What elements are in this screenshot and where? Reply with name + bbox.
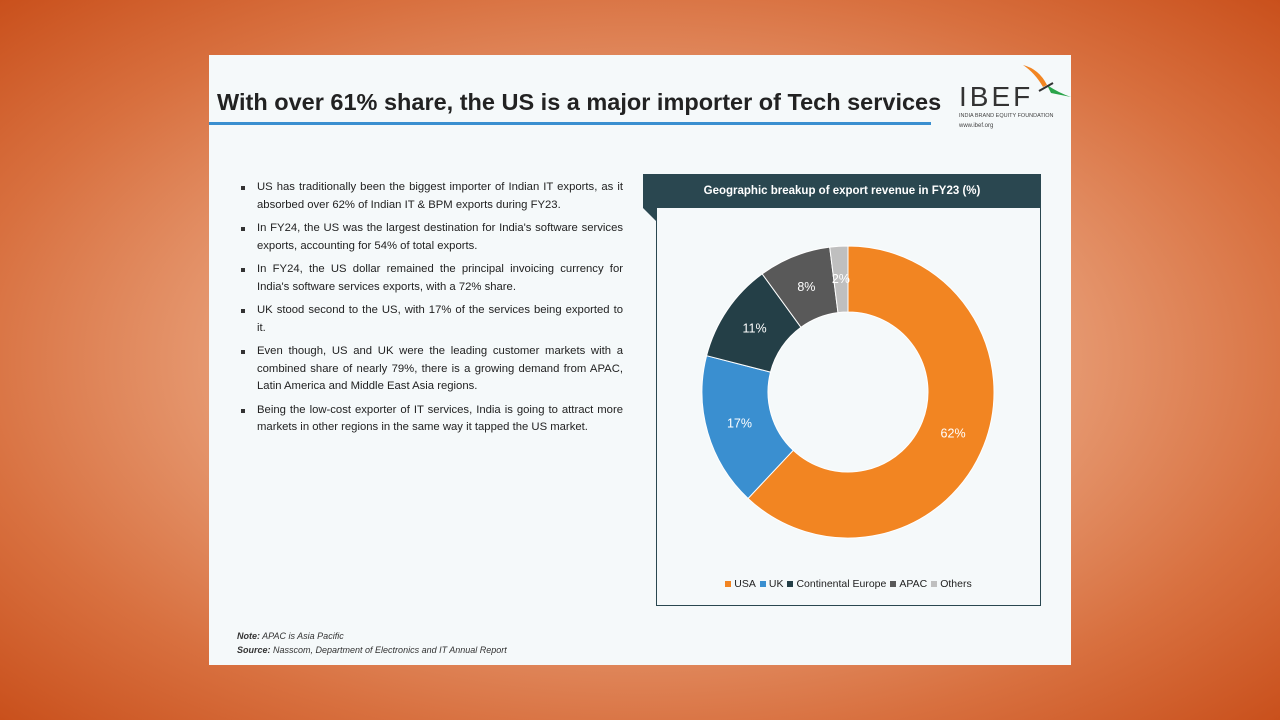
bullet-item: Even though, US and UK were the leading … [239, 343, 623, 396]
header-notch [643, 208, 657, 222]
legend-swatch [890, 581, 897, 587]
source-label: Source: [237, 645, 271, 655]
legend-item: USA [725, 578, 756, 590]
chart-legend: USA UK Continental Europe APAC Others [657, 578, 1040, 590]
legend-label: APAC [899, 578, 928, 590]
logo-url: www.ibef.org [959, 123, 994, 129]
data-label: 62% [941, 427, 966, 441]
chart-title: Geographic breakup of export revenue in … [643, 174, 1041, 208]
slice-others [829, 245, 849, 314]
legend-swatch [759, 581, 766, 587]
page-title: With over 61% share, the US is a major i… [217, 89, 942, 115]
data-label: 11% [742, 321, 766, 335]
bullet-list: US has traditionally been the biggest im… [239, 179, 623, 443]
source-text: Nasscom, Department of Electronics and I… [270, 645, 507, 655]
ibef-logo: IBEF INDIA BRAND EQUITY FOUNDATION www.i… [959, 63, 1071, 133]
legend-label: Continental Europe [796, 578, 887, 590]
title-divider [209, 122, 931, 125]
legend-label: Others [940, 578, 972, 590]
legend-swatch [725, 581, 732, 587]
data-label: 17% [727, 417, 752, 431]
legend-item: APAC [890, 578, 927, 590]
data-label: 2% [832, 272, 850, 286]
bullet-item: In FY24, the US was the largest destinat… [239, 220, 623, 255]
logo-subtitle: INDIA BRAND EQUITY FOUNDATION [959, 113, 1054, 119]
logo-wordmark: IBEF [959, 81, 1034, 112]
donut-chart: 62% 17% 11% 8% 2% [701, 245, 995, 539]
slice-usa [747, 245, 995, 539]
legend-swatch [787, 581, 794, 587]
legend-label: UK [768, 578, 784, 590]
footnote: Note: APAC is Asia Pacific Source: Nassc… [237, 629, 507, 657]
data-label: 8% [797, 280, 815, 294]
bullet-item: US has traditionally been the biggest im… [239, 179, 623, 214]
note-text: APAC is Asia Pacific [260, 631, 344, 641]
bullet-item: UK stood second to the US, with 17% of t… [239, 302, 623, 337]
legend-item: Others [931, 578, 972, 590]
note-label: Note: [237, 631, 260, 641]
slide: With over 61% share, the US is a major i… [209, 55, 1071, 665]
bullet-item: In FY24, the US dollar remained the prin… [239, 261, 623, 296]
legend-item: Continental Europe [787, 578, 886, 590]
chart-panel: 62% 17% 11% 8% 2% USA UK Continental Europe APA… [656, 208, 1041, 606]
legend-label: USA [734, 578, 756, 590]
bullet-item: Being the low-cost exporter of IT servic… [239, 402, 623, 437]
legend-item: UK [759, 578, 784, 590]
bird-icon [1023, 65, 1071, 97]
legend-swatch [931, 581, 938, 587]
